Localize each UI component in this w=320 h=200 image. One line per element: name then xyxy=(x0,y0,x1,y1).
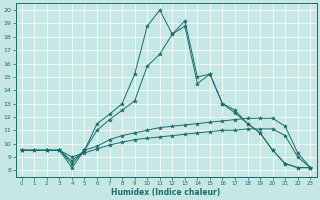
X-axis label: Humidex (Indice chaleur): Humidex (Indice chaleur) xyxy=(111,188,221,197)
